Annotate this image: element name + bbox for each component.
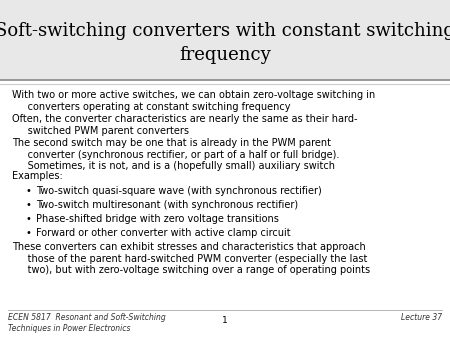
Bar <box>0 0 450 80</box>
Text: •: • <box>25 214 31 224</box>
Text: These converters can exhibit stresses and characteristics that approach
     tho: These converters can exhibit stresses an… <box>12 242 370 275</box>
Text: •: • <box>25 200 31 210</box>
Text: 1: 1 <box>222 316 228 325</box>
Text: The second switch may be one that is already in the PWM parent
     converter (s: The second switch may be one that is alr… <box>12 138 339 171</box>
Text: Two-switch multiresonant (with synchronous rectifier): Two-switch multiresonant (with synchrono… <box>36 200 298 210</box>
Text: With two or more active switches, we can obtain zero-voltage switching in
     c: With two or more active switches, we can… <box>12 90 375 112</box>
Text: ECEN 5817  Resonant and Soft-Switching
Techniques in Power Electronics: ECEN 5817 Resonant and Soft-Switching Te… <box>8 313 166 333</box>
Text: Forward or other converter with active clamp circuit: Forward or other converter with active c… <box>36 228 291 238</box>
Text: Lecture 37: Lecture 37 <box>401 313 442 322</box>
Text: Examples:: Examples: <box>12 171 63 181</box>
Text: •: • <box>25 228 31 238</box>
Text: Often, the converter characteristics are nearly the same as their hard-
     swi: Often, the converter characteristics are… <box>12 114 357 136</box>
Text: Soft-switching converters with constant switching
frequency: Soft-switching converters with constant … <box>0 22 450 64</box>
Text: Phase-shifted bridge with zero voltage transitions: Phase-shifted bridge with zero voltage t… <box>36 214 279 224</box>
Text: •: • <box>25 186 31 196</box>
Text: Two-switch quasi-square wave (with synchronous rectifier): Two-switch quasi-square wave (with synch… <box>36 186 322 196</box>
